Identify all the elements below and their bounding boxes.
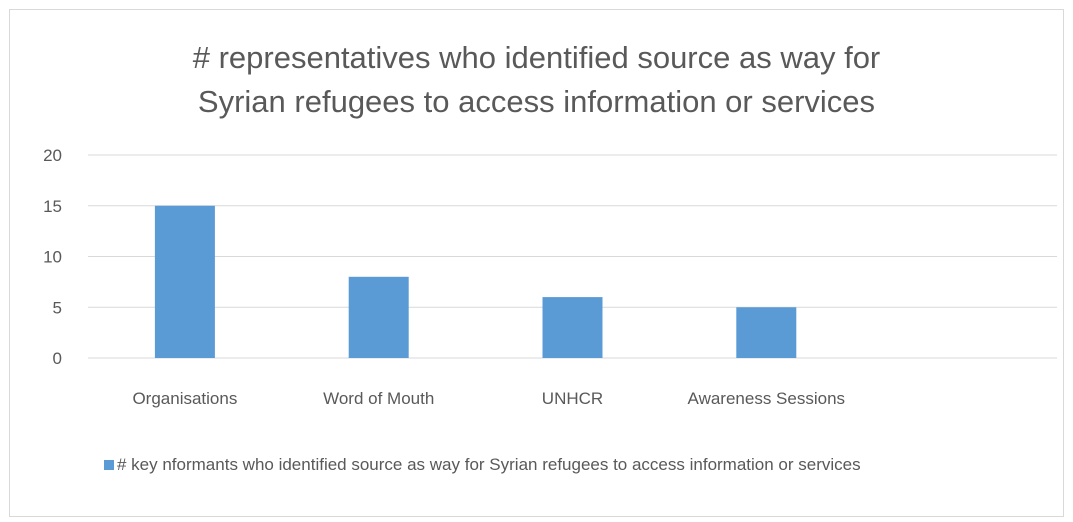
x-tick-label: UNHCR (542, 389, 603, 408)
bar (542, 297, 603, 358)
bar (736, 307, 797, 358)
x-tick-label: Awareness Sessions (688, 389, 846, 408)
y-tick-label: 0 (53, 349, 62, 368)
y-tick-label: 5 (53, 298, 62, 317)
x-axis-category-labels: Organisations Word of Mouth UNHCR Awareness… (132, 389, 845, 408)
y-tick-label: 10 (43, 248, 62, 267)
bars (154, 205, 797, 358)
legend-label: # key nformants who identified source as… (117, 455, 861, 474)
y-tick-label: 20 (43, 146, 62, 165)
bar (154, 205, 215, 358)
chart-title: # representatives who identified source … (0, 36, 1073, 124)
y-tick-label: 15 (43, 197, 62, 216)
chart-title-line-1: # representatives who identified source … (192, 40, 881, 75)
chart-title-line-2: Syrian refugees to access information or… (197, 84, 876, 119)
legend: # key nformants who identified source as… (104, 452, 1004, 478)
x-tick-label: Word of Mouth (323, 389, 434, 408)
x-tick-label: Organisations (132, 389, 237, 408)
y-axis-tick-labels: 0 5 10 15 20 (43, 146, 62, 368)
bar (348, 276, 409, 358)
legend-swatch (104, 460, 114, 470)
